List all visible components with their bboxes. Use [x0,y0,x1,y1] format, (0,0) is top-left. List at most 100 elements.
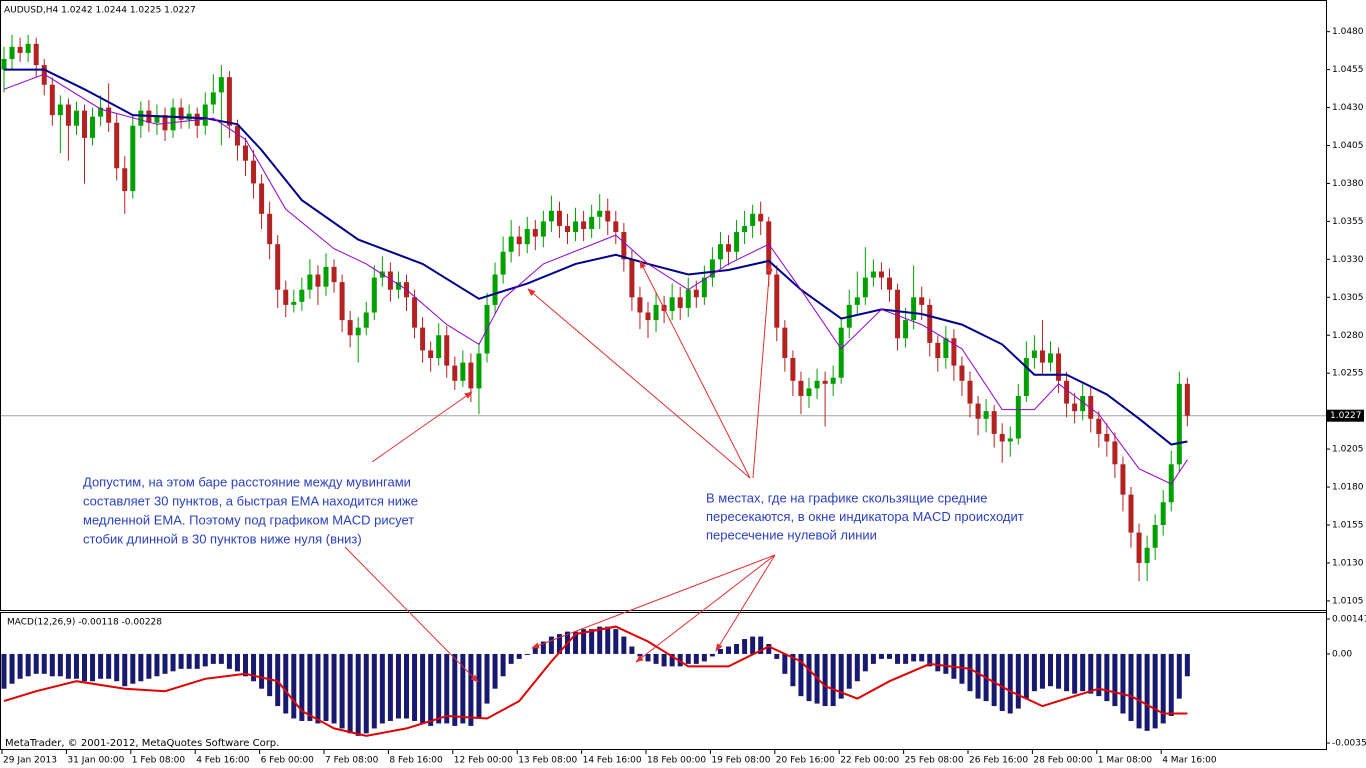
macd-bar [701,653,707,662]
macd-bar [540,641,546,654]
candle-body [41,65,47,85]
candle-body [339,282,345,321]
x-tick-label: 8 Feb 16:00 [389,756,443,766]
candle-body [581,221,587,229]
candle-body [49,84,55,116]
candle-body [371,277,377,313]
candle-body [291,301,297,305]
macd-bar [452,653,458,726]
macd-bar [420,653,426,724]
annotation-text: составляет 30 пунктов, а быстрая EMA нах… [83,493,418,508]
macd-bar [363,653,369,734]
macd-bar [243,653,248,677]
macd-bar [750,636,756,654]
y-tick-label: 1.0430 [1332,103,1364,113]
x-tick-label: 4 Feb 16:00 [196,756,250,766]
macd-bar [693,653,699,664]
annotation-text: пересекаются, в окне индикатора MACD про… [706,509,1024,524]
y-tick-label: 1.0280 [1332,331,1364,341]
candle-body [927,304,933,343]
macd-bar [1176,653,1182,699]
candle-body [870,271,876,278]
macd-bar [339,653,345,729]
macd-bar [476,653,482,719]
macd-bar [323,653,329,721]
candle-body [1144,547,1150,563]
candle-body [114,122,120,169]
macd-bar [436,653,442,724]
macd-bar [275,653,281,707]
arrow [531,554,776,649]
macd-bar [98,653,104,679]
candle-body [1080,395,1086,412]
candle-body [1136,532,1142,563]
candle-body [1007,438,1013,442]
macd-bar [903,653,909,664]
macd-bar [556,634,562,654]
macd-bar [878,653,884,659]
macd-bar [9,653,15,684]
macd-bar [1152,653,1158,729]
macd-bar [927,653,933,667]
macd-bar [508,653,514,664]
y-tick-label: 1.0405 [1332,141,1364,151]
candle-body [548,210,554,222]
macd-bar [130,653,136,684]
candle-body [967,380,973,404]
candle-body [90,116,96,138]
macd-bar [33,653,39,674]
indicator-line [3,73,1188,485]
candle-body [347,320,353,336]
candle-body [782,327,788,359]
candle-body [1023,358,1029,396]
macd-bar [154,653,160,677]
candle-body [524,228,530,245]
macd-bar [355,653,361,736]
x-tick-label: 29 Jan 2013 [3,756,57,766]
candle-body [798,380,804,396]
y-tick-label: 1.0480 [1332,27,1364,37]
candle-body [468,362,474,389]
footer: MetaTrader, © 2001-2012, MetaQuotes Soft… [5,738,279,749]
macd-bar [685,653,691,664]
candle-body [532,228,538,237]
candle-body [436,335,442,359]
macd-bar [186,653,192,669]
candle-body [919,297,925,305]
candle-body [251,160,257,184]
candle-body [1015,395,1021,439]
candle-body [1039,350,1045,363]
x-tick-label: 7 Feb 08:00 [325,756,379,766]
macd-bar [395,653,401,719]
candle-body [283,289,289,305]
macd-bar [259,653,265,689]
arrow [752,263,773,479]
candle-body [218,77,224,93]
y-tick-label: 1.0305 [1332,293,1364,303]
macd-bar [862,653,868,672]
x-tick-label: 31 Jan 00:00 [67,756,124,766]
macd-bar [291,653,297,719]
candle-body [267,213,273,245]
candle-body [1096,418,1102,434]
annotation-text: Допустим, на этом баре расстояние между … [83,474,411,489]
macd-bar [194,653,200,669]
macd-bar [975,653,981,699]
macd-bar [65,653,71,679]
macd-bar [734,644,740,654]
macd-bar [146,653,152,679]
x-tick-label: 12 Feb 00:00 [454,756,513,766]
macd-bar [830,653,836,707]
macd-bar [468,653,474,726]
x-tick-label: 6 Feb 00:00 [261,756,315,766]
candle-body [444,335,450,366]
arrow [635,554,776,663]
candle-body [613,221,619,233]
macd-bar [629,646,635,654]
annotation-text: пересечение нулевой линии [706,527,877,542]
macd-bar [1120,653,1126,714]
macd-bar [726,646,731,654]
candle-body [991,411,997,434]
